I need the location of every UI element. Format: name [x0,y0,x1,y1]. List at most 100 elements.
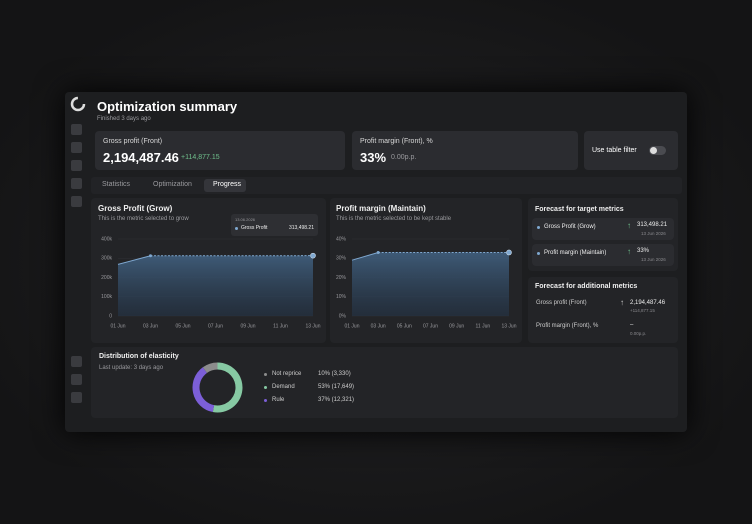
tooltip-value: 313,498.21 [288,225,314,231]
y-tick-label: 400k [101,236,112,242]
actual-line [351,251,379,261]
x-tick-label: 01 Jun [344,323,359,329]
y-tick-label: 40% [336,236,347,242]
forecast-panel: Forecast for target metrics Gross Profit… [528,198,678,271]
tooltip: 13.06.2026 Gross Profit 313,498.21 [231,214,318,236]
area [118,255,313,316]
toggle[interactable] [649,146,666,155]
area-chart: 0% 10% 20% 30% 40% 01 Jun 03 Jun 05 Jun 07 Jun 09… [336,236,517,329]
donut-slice [202,362,218,373]
forecast-delta: +114,877.15 [630,308,655,313]
chart-subtitle: This is the metric selected to be kept s… [336,216,452,222]
kpi-value: 33% [360,150,387,165]
chart-title: Gross Profit (Grow) [98,204,173,213]
legend-value: 53% (17,649) [318,384,355,390]
nav-icon[interactable] [71,178,82,189]
filter-card: Use table filter [584,131,678,170]
point [149,254,152,258]
kpi-card: Gross profit (Front) 2,194,487.46 +114,8… [95,131,345,170]
tab-active[interactable] [204,179,246,192]
bullet [537,252,540,255]
x-tick-label: 07 Jun [423,323,438,329]
y-tick-label: 300k [101,256,112,262]
chart-subtitle: Last update: 3 days ago [99,365,164,371]
legend-value: 10% (3,330) [318,371,351,377]
chart-title: Profit margin (Maintain) [336,204,426,213]
kpi-delta: 0.00p.p. [391,154,417,161]
nav-icon[interactable] [71,356,82,367]
kpi-label: Gross profit (Front) [103,138,163,145]
area [352,252,509,316]
forecast-value: 33% [637,248,650,254]
x-tick-label: 01 Jun [110,323,125,329]
donut-slice [212,362,243,413]
forecast-label: Profit margin (Front), % [536,323,599,329]
distribution-panel: Distribution of elasticity Last update: … [91,347,678,418]
legend: Not reprice 10% (3,330) Demand 53% (17,649)… [264,371,384,411]
forecast-value: – [630,322,634,328]
tab[interactable]: Progress [213,181,242,188]
bullet [537,226,540,229]
chart-title: Distribution of elasticity [99,353,179,360]
nav-icon[interactable] [71,374,82,385]
x-tick-label: 03 Jun [143,323,158,329]
up-arrow: ↑ [627,221,631,230]
y-tick-label: 10% [336,294,347,300]
tooltip-dot [235,227,238,230]
legend-label: Demand [272,384,295,390]
forecast-delta: 0.00p.p. [630,331,647,336]
up-arrow: ↑ [620,298,624,307]
forecast-value: 313,498.21 [637,222,668,228]
kpi-card: Profit margin (Front), % 33% 0.00p.p. [352,131,578,170]
x-tick-label: 03 Jun [371,323,386,329]
chart-subtitle: This is the metric selected to grow [98,216,189,222]
y-tick-label: 30% [336,256,347,262]
y-tick-label: 200k [101,275,112,281]
nav-icon[interactable] [71,124,82,135]
legend-dot [264,399,267,402]
forecast-row: Gross Profit (Grow) ↑ 313,498.21 13 Jun … [532,218,674,240]
filter-label: Use table filter [592,147,637,154]
kpi-label: Profit margin (Front), % [360,138,433,145]
point [376,250,380,254]
nav-icon[interactable] [71,196,82,207]
forecast-date: 13 Jun 2026 [641,257,666,262]
x-tick-label: 09 Jun [240,323,255,329]
forecast-title: Forecast for additional metrics [535,283,638,290]
forecast-date: 13 Jun 2026 [641,231,666,236]
x-tick-label: 05 Jun [397,323,412,329]
tab[interactable]: Statistics [102,181,131,188]
actual-line [117,255,151,265]
legend-label: Not reprice [272,371,302,377]
tab[interactable]: Optimization [153,181,192,188]
forecast-label: Gross Profit (Grow) [544,224,596,230]
legend-dot [264,386,267,389]
forecast-title: Forecast for target metrics [535,206,624,213]
end-point [310,252,316,259]
legend-value: 37% (12,321) [318,397,355,403]
nav-icon[interactable] [71,142,82,153]
kpi-value: 2,194,487.46 [103,150,179,165]
nav-icon[interactable] [71,160,82,171]
nav-icon[interactable] [71,392,82,403]
toggle-knob [650,147,657,154]
forecast-label: Profit margin (Maintain) [544,250,607,256]
donut-slice [192,367,215,413]
legend-dot [264,373,267,376]
y-tick-label: 0 [109,313,112,319]
x-tick-label: 13 Jun [501,323,516,329]
end-point [506,249,512,256]
x-tick-label: 07 Jun [208,323,223,329]
x-tick-label: 13 Jun [305,323,320,329]
forecast-value: 2,194,487.46 [630,300,666,306]
x-tick-label: 05 Jun [175,323,190,329]
area-chart: 0 100k 200k 300k 400k 01 Jun 03 Jun 05 Jun 07 Ju… [101,236,321,329]
donut-chart [192,362,243,413]
kpi-delta: +114,877.15 [181,154,220,161]
tooltip-label: Gross Profit [241,225,268,231]
up-arrow: ↑ [627,247,631,256]
forecast-label: Gross profit (Front) [536,300,587,306]
page-title: Optimization summary [97,99,238,114]
y-tick-label: 0% [339,313,347,319]
